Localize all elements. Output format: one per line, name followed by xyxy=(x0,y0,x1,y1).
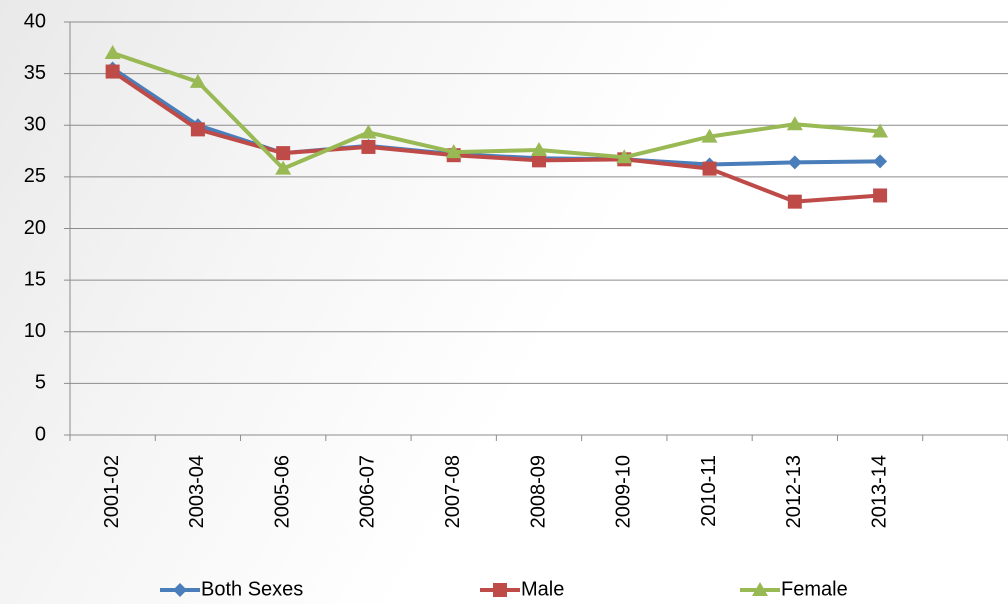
x-tick-label: 2007-08 xyxy=(442,455,464,528)
marker xyxy=(788,155,802,169)
x-tick-label: 2006-07 xyxy=(357,455,379,528)
x-tick-label: 2005-06 xyxy=(271,455,293,528)
x-tick-label: 2001-02 xyxy=(101,455,123,528)
y-tick-label: 10 xyxy=(24,320,46,342)
marker xyxy=(873,154,887,168)
y-tick-label: 30 xyxy=(24,114,46,136)
marker xyxy=(788,195,802,209)
y-tick-label: 0 xyxy=(35,423,46,445)
y-tick-label: 25 xyxy=(24,165,46,187)
marker xyxy=(703,162,717,176)
x-tick-label: 2013-14 xyxy=(868,455,890,528)
x-tick-label: 2009-10 xyxy=(613,455,635,528)
marker xyxy=(173,583,187,597)
legend-label: Male xyxy=(521,578,564,600)
y-tick-label: 20 xyxy=(24,217,46,239)
marker xyxy=(873,188,887,202)
x-tick-label: 2008-09 xyxy=(527,455,549,528)
x-tick-label: 2012-13 xyxy=(783,455,805,528)
y-tick-label: 35 xyxy=(24,62,46,84)
marker xyxy=(105,45,121,59)
y-tick-label: 40 xyxy=(24,10,46,32)
x-tick-label: 2010-11 xyxy=(698,455,720,527)
marker xyxy=(361,140,375,154)
chart: 0 5 10 15 20 25 30 35 40 2001-02 2003-04 2005-06 200… xyxy=(0,0,1008,604)
series-line xyxy=(113,72,880,202)
y-tick-label: 5 xyxy=(35,372,46,394)
legend-label: Both Sexes xyxy=(201,578,303,600)
marker xyxy=(493,583,507,597)
marker xyxy=(191,122,205,136)
legend-label: Female xyxy=(781,578,848,600)
series-line xyxy=(113,53,880,169)
y-tick-label: 15 xyxy=(24,268,46,290)
x-tick-label: 2003-04 xyxy=(186,455,208,528)
marker xyxy=(106,65,120,79)
marker xyxy=(276,146,290,160)
marker xyxy=(360,124,376,138)
